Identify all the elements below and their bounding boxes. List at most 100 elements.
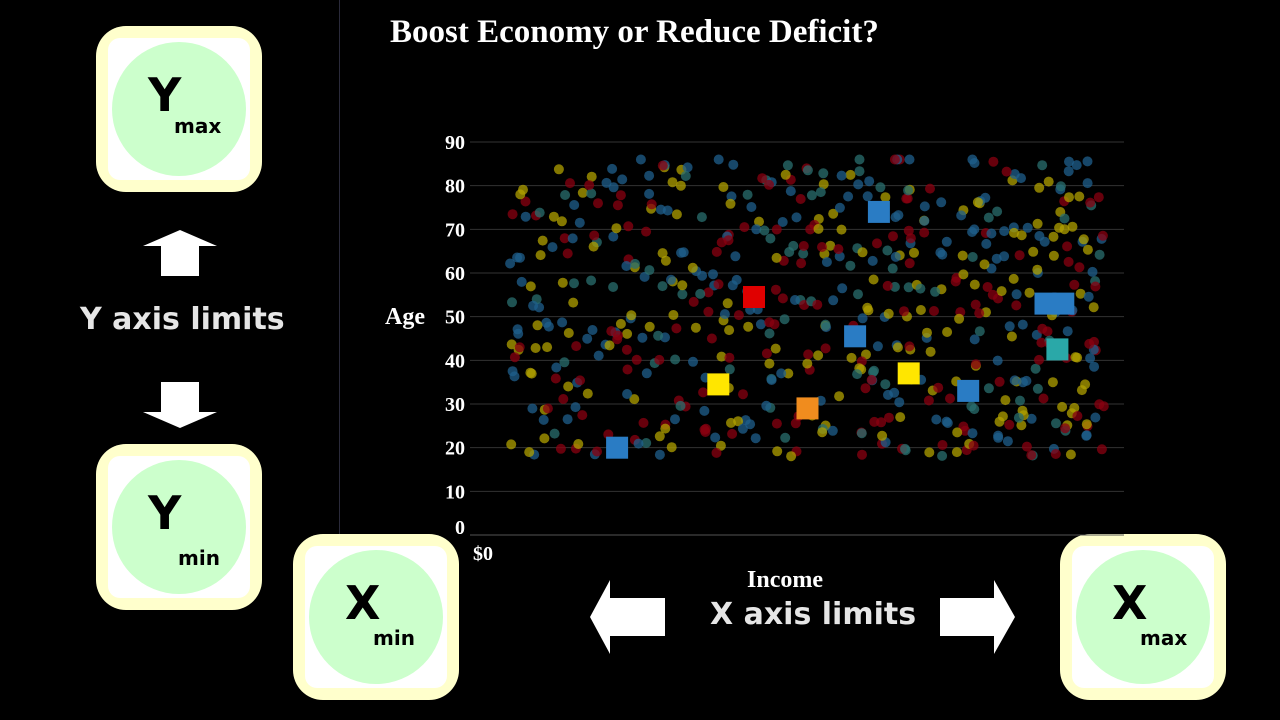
scatter-point: [764, 358, 775, 369]
scatter-point: [957, 250, 968, 261]
scatter-point: [771, 224, 782, 235]
highlighted-point: [957, 379, 980, 402]
scatter-point: [1027, 450, 1038, 461]
scatter-point: [1093, 192, 1104, 203]
scatter-point: [905, 238, 916, 249]
scatter-point: [1004, 321, 1015, 332]
scatter-point: [904, 258, 915, 269]
scatter-point: [766, 373, 777, 384]
scatter-point: [1011, 376, 1022, 387]
scatter-point: [527, 403, 538, 414]
scatter-point: [1026, 413, 1037, 424]
scatter-point: [731, 274, 742, 285]
scatter-point: [613, 330, 623, 341]
y-tick-label: 10: [445, 481, 465, 503]
scatter-point: [916, 374, 927, 385]
scatter-point: [902, 311, 912, 322]
scatter-point: [893, 210, 904, 221]
scatter-point: [1090, 276, 1101, 287]
scatter-point: [653, 330, 664, 341]
scatter-point: [785, 186, 796, 197]
scatter-point: [1054, 222, 1065, 233]
scatter-point: [1085, 353, 1096, 364]
scatter-point: [622, 389, 633, 399]
scatter-point: [1055, 181, 1066, 192]
scatter-point: [853, 179, 864, 190]
scatter-point: [532, 320, 543, 331]
scatter-point: [644, 188, 655, 199]
scatter-point: [1096, 233, 1107, 244]
scatter-point: [657, 248, 668, 259]
scatter-point: [857, 313, 868, 324]
scatter-point: [904, 154, 915, 165]
scatter-point: [553, 164, 564, 175]
scatter-point: [1004, 419, 1015, 430]
scatter-point: [675, 180, 686, 191]
scatter-point: [869, 416, 880, 427]
scatter-point: [1096, 444, 1107, 455]
scatter-point: [742, 189, 753, 200]
scatter-point: [1061, 353, 1072, 363]
ymax-key-button[interactable]: Y max: [96, 26, 262, 192]
scatter-point: [569, 278, 579, 289]
scatter-point: [718, 182, 729, 192]
scatter-point: [790, 418, 801, 429]
scatter-point: [1034, 182, 1045, 193]
scatter-point: [941, 236, 952, 247]
scatter-point: [754, 216, 764, 227]
scatter-point: [534, 207, 545, 218]
scatter-point: [987, 289, 998, 300]
scatter-point: [1071, 160, 1082, 171]
ymin-key-sub: min: [178, 546, 220, 570]
scatter-point: [559, 357, 570, 368]
scatter-point: [964, 438, 975, 449]
scatter-point: [857, 449, 867, 460]
scatter-point: [715, 440, 726, 451]
scatter-point: [784, 247, 795, 257]
scatter-point: [967, 227, 978, 237]
scatter-point: [631, 354, 642, 365]
scatter-point: [1064, 156, 1074, 167]
scatter-point: [1098, 401, 1109, 412]
scatter-point: [700, 427, 711, 437]
scatter-point: [866, 374, 877, 385]
scatter-point: [872, 210, 883, 221]
scatter-point: [802, 398, 813, 409]
scatter-point: [992, 206, 1003, 217]
scatter-point: [901, 193, 912, 204]
scatter-point: [644, 265, 655, 276]
scatter-point: [958, 421, 969, 432]
scatter-point: [660, 332, 670, 343]
scatter-point: [617, 174, 628, 185]
scatter-point: [778, 255, 789, 266]
scatter-point: [825, 240, 836, 251]
scatter-point: [558, 394, 569, 404]
scatter-point: [722, 298, 733, 309]
scatter-point: [740, 415, 751, 426]
scatter-point: [836, 224, 847, 235]
scatter-point: [1088, 302, 1099, 313]
scatter-point: [882, 245, 893, 256]
scatter-point: [742, 286, 753, 297]
scatter-point: [505, 258, 516, 269]
scatter-point: [626, 310, 637, 321]
scatter-point: [1094, 399, 1105, 410]
scatter-point: [884, 412, 894, 423]
ymin-key-button[interactable]: Y min: [96, 444, 262, 610]
scatter-point: [791, 446, 802, 457]
scatter-point: [629, 434, 640, 445]
scatter-point: [1063, 166, 1074, 177]
scatter-point: [644, 321, 655, 332]
scatter-point: [520, 196, 531, 207]
scatter-point: [975, 196, 986, 207]
xmax-key-button[interactable]: X max: [1060, 534, 1226, 700]
scatter-point: [727, 280, 738, 291]
scatter-point: [1028, 246, 1039, 257]
scatter-point: [530, 343, 541, 353]
scatter-point: [958, 205, 969, 216]
xmin-key-button[interactable]: X min: [293, 534, 459, 700]
scatter-point: [1032, 218, 1043, 229]
scatter-point: [514, 342, 525, 353]
scatter-point: [654, 431, 665, 442]
scatter-point: [894, 397, 905, 408]
